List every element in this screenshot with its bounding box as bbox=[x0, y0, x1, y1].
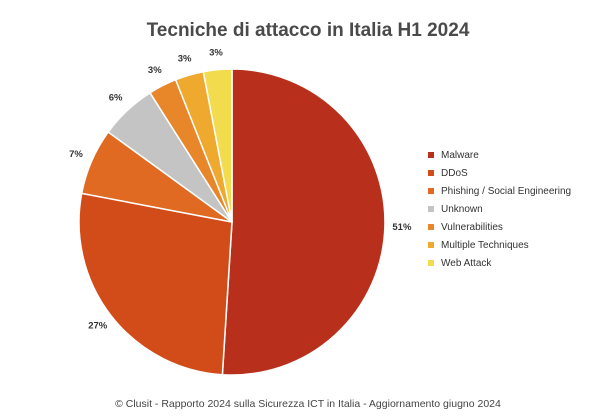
legend-item-phishing-social-engineering: Phishing / Social Engineering bbox=[428, 182, 571, 200]
pie-slice-web-attack bbox=[202, 68, 233, 223]
data-label-unknown: 6% bbox=[109, 93, 123, 104]
pie-slice-malware bbox=[221, 68, 386, 376]
legend-item-multiple-techniques: Multiple Techniques bbox=[428, 236, 571, 254]
copyright-footer: © Clusit - Rapporto 2024 sulla Sicurezza… bbox=[115, 398, 501, 410]
data-label-web-attack: 3% bbox=[209, 47, 223, 58]
legend-swatch bbox=[428, 152, 434, 158]
data-label-ddos: 27% bbox=[88, 321, 108, 332]
legend-label: Web Attack bbox=[441, 257, 492, 269]
legend-item-unknown: Unknown bbox=[428, 200, 571, 218]
legend-item-vulnerabilities: Vulnerabilities bbox=[428, 218, 571, 236]
data-label-multiple-techniques: 3% bbox=[178, 53, 192, 64]
chart-title: Tecniche di attacco in Italia H1 2024 bbox=[146, 20, 470, 41]
legend-item-web-attack: Web Attack bbox=[428, 254, 571, 272]
chart-legend: Malware DDoS Phishing / Social Engineering… bbox=[428, 146, 571, 272]
legend-swatch bbox=[428, 170, 434, 176]
legend-item-ddos: DDoS bbox=[428, 164, 571, 182]
legend-label: DDoS bbox=[441, 167, 468, 179]
legend-label: Unknown bbox=[441, 203, 483, 215]
legend-swatch bbox=[428, 188, 434, 194]
legend-label: Phishing / Social Engineering bbox=[441, 185, 572, 197]
pie-data-labels: 51% 27% 7% 6% 3% 3% 3% bbox=[69, 47, 412, 331]
legend-label: Vulnerabilities bbox=[441, 221, 503, 233]
pie-chart: 51% 27% 7% 6% 3% 3% 3% bbox=[69, 47, 412, 376]
pie-slice-ddos bbox=[78, 192, 233, 376]
pie-slices bbox=[78, 68, 386, 376]
legend-swatch bbox=[428, 206, 434, 212]
legend-label: Malware bbox=[441, 149, 479, 161]
data-label-vulnerabilities: 3% bbox=[148, 65, 162, 76]
legend-label: Multiple Techniques bbox=[441, 239, 529, 251]
data-label-phishing-social-engineering: 7% bbox=[69, 149, 83, 160]
data-label-malware: 51% bbox=[392, 222, 412, 233]
legend-swatch bbox=[428, 224, 434, 230]
legend-swatch bbox=[428, 260, 434, 266]
legend-item-malware: Malware bbox=[428, 146, 571, 164]
legend-swatch bbox=[428, 242, 434, 248]
